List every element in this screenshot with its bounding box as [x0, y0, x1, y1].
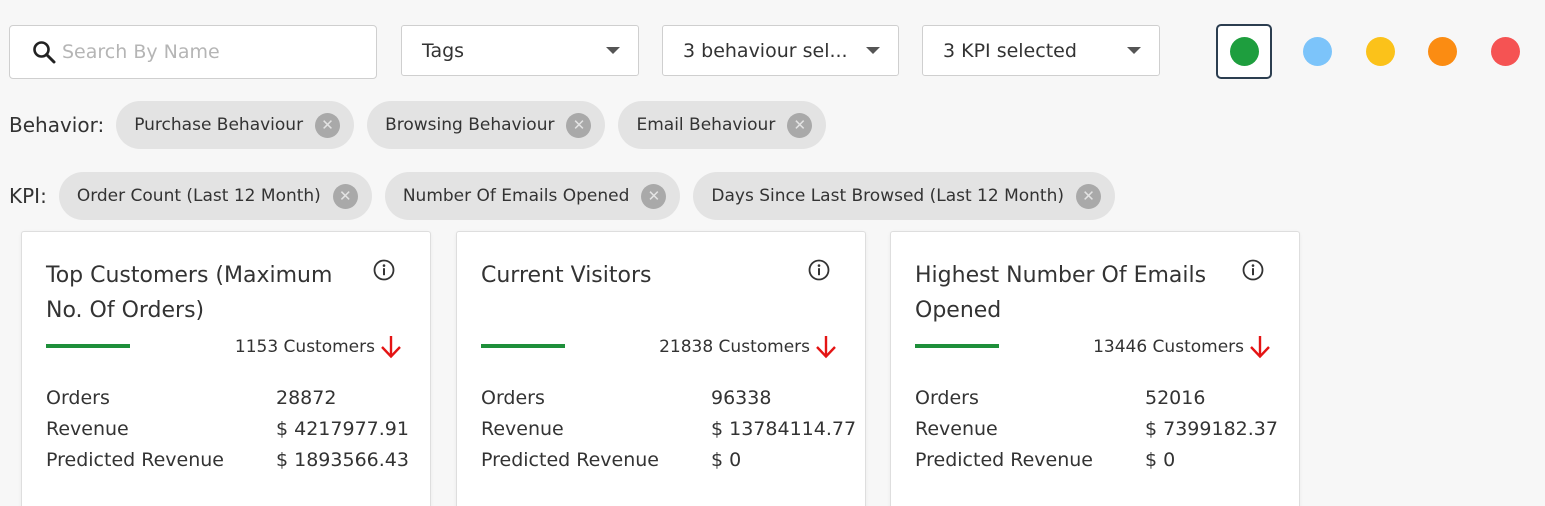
- metric-label: Revenue: [915, 417, 998, 440]
- chip-label: Browsing Behaviour: [385, 115, 555, 135]
- chip-label: Email Behaviour: [636, 115, 776, 135]
- metric-row: Revenue $ 7399182.37: [915, 413, 1278, 444]
- kpi-label: KPI:: [9, 184, 47, 208]
- segment-card[interactable]: Current Visitors 21838 Customers Orders 9…: [456, 231, 866, 506]
- remove-chip-icon[interactable]: ✕: [315, 112, 341, 138]
- behavior-filter-row: Behavior: Purchase Behaviour ✕ Browsing …: [9, 101, 839, 149]
- behaviour-dropdown-label: 3 behaviour sel...: [683, 39, 848, 62]
- segment-card[interactable]: Highest Number Of Emails Opened 13446 Cu…: [890, 231, 1300, 506]
- metric-value: 28872: [276, 386, 337, 409]
- metric-label: Orders: [481, 386, 545, 409]
- search-box[interactable]: [9, 25, 377, 79]
- metric-value: $ 4217977.91: [276, 417, 409, 440]
- metric-label: Revenue: [481, 417, 564, 440]
- customer-count-text: 21838 Customers: [659, 337, 810, 357]
- status-line: [481, 344, 565, 348]
- status-line: [46, 344, 130, 348]
- remove-chip-icon[interactable]: ✕: [641, 183, 667, 209]
- color-swatch-red[interactable]: [1491, 37, 1520, 66]
- caret-down-icon: [606, 47, 620, 54]
- info-icon[interactable]: [1242, 259, 1264, 281]
- metric-label: Predicted Revenue: [481, 448, 659, 471]
- chip-label: Number Of Emails Opened: [402, 186, 630, 206]
- chip-label: Order Count (Last 12 Month): [76, 186, 321, 206]
- arrow-down-icon: [816, 336, 836, 359]
- caret-down-icon: [866, 47, 880, 54]
- metric-row: Orders 96338: [481, 382, 856, 413]
- search-input[interactable]: [62, 41, 352, 63]
- metric-value: $ 7399182.37: [1145, 417, 1278, 440]
- customer-count-text: 1153 Customers: [234, 337, 375, 357]
- kpi-chip[interactable]: Days Since Last Browsed (Last 12 Month) …: [693, 172, 1116, 220]
- customer-count-text: 13446 Customers: [1093, 337, 1244, 357]
- tags-dropdown-label: Tags: [422, 39, 465, 62]
- metric-row: Orders 52016: [915, 382, 1278, 413]
- behaviour-dropdown[interactable]: 3 behaviour sel...: [662, 25, 899, 76]
- metric-value: $ 0: [1145, 448, 1176, 471]
- metric-value: $ 13784114.77: [711, 417, 857, 440]
- metric-value: $ 1893566.43: [276, 448, 409, 471]
- metric-label: Orders: [46, 386, 110, 409]
- behavior-label: Behavior:: [9, 113, 105, 137]
- info-icon[interactable]: [808, 259, 830, 281]
- remove-chip-icon[interactable]: ✕: [787, 112, 813, 138]
- remove-chip-icon[interactable]: ✕: [332, 183, 358, 209]
- metric-row: Revenue $ 4217977.91: [46, 413, 409, 444]
- color-swatch-blue[interactable]: [1303, 37, 1332, 66]
- metric-row: Predicted Revenue $ 0: [915, 444, 1278, 475]
- behavior-chip[interactable]: Browsing Behaviour ✕: [367, 101, 606, 149]
- kpi-chip[interactable]: Order Count (Last 12 Month) ✕: [58, 172, 372, 220]
- customer-count: 1153 Customers: [235, 335, 402, 359]
- metric-label: Predicted Revenue: [915, 448, 1093, 471]
- card-metrics: Orders 52016 Revenue $ 7399182.37 Predicte…: [915, 382, 1278, 475]
- remove-chip-icon[interactable]: ✕: [566, 112, 592, 138]
- kpi-chip[interactable]: Number Of Emails Opened ✕: [384, 172, 681, 220]
- card-title: Highest Number Of Emails Opened: [915, 263, 1207, 323]
- card-title: Current Visitors: [481, 263, 652, 288]
- card-metrics: Orders 96338 Revenue $ 13784114.77 Predict…: [481, 382, 856, 475]
- metric-value: 52016: [1145, 386, 1206, 409]
- color-swatch-selected[interactable]: [1216, 24, 1272, 79]
- customer-count: 21838 Customers: [659, 335, 837, 359]
- metric-label: Predicted Revenue: [46, 448, 224, 471]
- behavior-chip[interactable]: Email Behaviour ✕: [618, 101, 827, 149]
- color-swatch-orange[interactable]: [1428, 37, 1457, 66]
- card-title: Top Customers (Maximum No. Of Orders): [46, 263, 333, 323]
- metric-row: Predicted Revenue $ 1893566.43: [46, 444, 409, 475]
- metric-row: Orders 28872: [46, 382, 409, 413]
- metric-row: Revenue $ 13784114.77: [481, 413, 856, 444]
- search-icon: [33, 41, 56, 64]
- kpi-filter-row: KPI: Order Count (Last 12 Month) ✕ Numbe…: [9, 172, 1128, 220]
- arrow-down-icon: [381, 336, 401, 359]
- metric-row: Predicted Revenue $ 0: [481, 444, 856, 475]
- chip-label: Purchase Behaviour: [134, 115, 304, 135]
- arrow-down-icon: [1250, 336, 1270, 359]
- remove-chip-icon[interactable]: ✕: [1076, 183, 1102, 209]
- customer-count: 13446 Customers: [1093, 335, 1271, 359]
- card-metrics: Orders 28872 Revenue $ 4217977.91 Predicte…: [46, 382, 409, 475]
- metric-label: Revenue: [46, 417, 129, 440]
- color-dot: [1229, 37, 1259, 66]
- caret-down-icon: [1127, 47, 1141, 54]
- behavior-chip[interactable]: Purchase Behaviour ✕: [116, 101, 355, 149]
- metric-value: $ 0: [711, 448, 742, 471]
- info-icon[interactable]: [373, 259, 395, 281]
- metric-value: 96338: [711, 386, 772, 409]
- color-swatch-yellow[interactable]: [1366, 37, 1395, 66]
- status-line: [915, 344, 999, 348]
- metric-label: Orders: [915, 386, 979, 409]
- segment-card[interactable]: Top Customers (Maximum No. Of Orders) 11…: [21, 231, 431, 506]
- tags-dropdown[interactable]: Tags: [401, 25, 639, 76]
- chip-label: Days Since Last Browsed (Last 12 Month): [711, 186, 1065, 206]
- kpi-dropdown[interactable]: 3 KPI selected: [922, 25, 1160, 76]
- kpi-dropdown-label: 3 KPI selected: [943, 39, 1077, 62]
